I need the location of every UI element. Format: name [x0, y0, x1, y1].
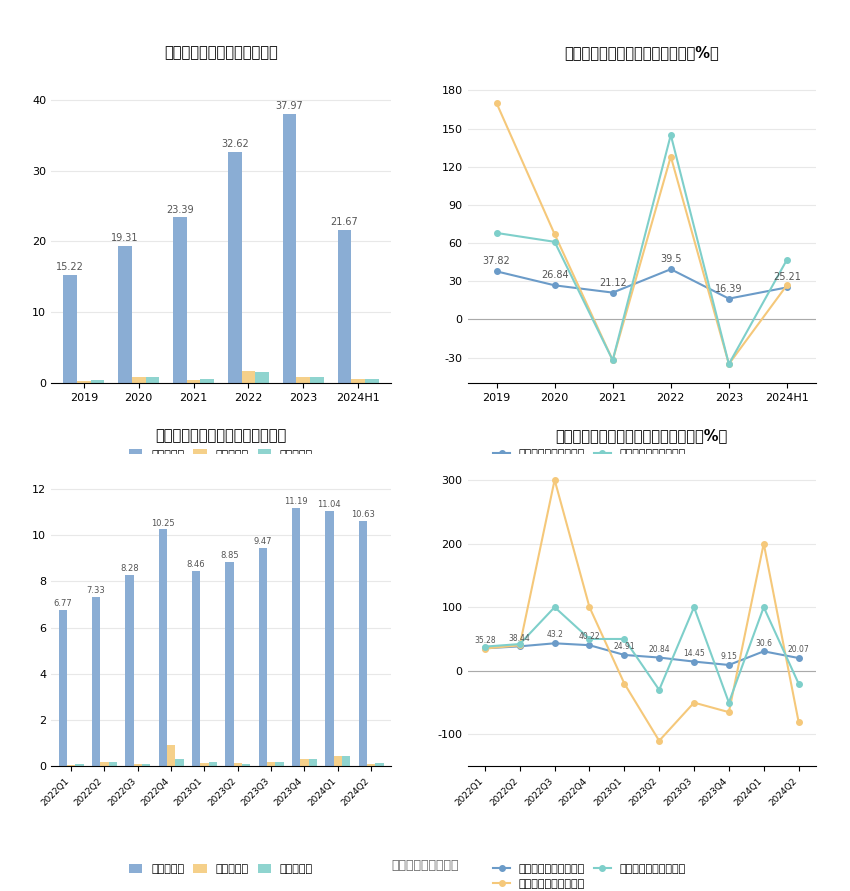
Bar	[365, 379, 378, 383]
Bar	[309, 759, 317, 766]
Bar	[145, 377, 159, 383]
Legend: 营业总收入同比增长率, 归母净利润同比增长率, 扣非净利润同比增长率: 营业总收入同比增长率, 归母净利润同比增长率, 扣非净利润同比增长率	[489, 859, 690, 891]
Bar	[292, 508, 300, 766]
Text: 37.82: 37.82	[483, 257, 510, 266]
Bar	[275, 762, 284, 766]
Bar	[92, 597, 100, 766]
Text: 20.07: 20.07	[788, 645, 809, 654]
Bar	[283, 114, 297, 383]
Bar	[255, 372, 269, 383]
Bar	[187, 380, 201, 383]
Bar	[200, 763, 208, 766]
Bar	[351, 379, 365, 383]
Bar	[234, 763, 242, 766]
Text: 15.22: 15.22	[56, 263, 84, 273]
Bar	[75, 764, 83, 766]
Bar	[91, 380, 105, 383]
Bar	[208, 762, 217, 766]
Text: 25.21: 25.21	[773, 273, 801, 282]
Bar	[297, 377, 310, 383]
Bar	[201, 379, 214, 383]
Bar	[300, 759, 309, 766]
Text: 20.84: 20.84	[649, 645, 670, 654]
Title: 营收、净利同比增长率季度变动情况（%）: 营收、净利同比增长率季度变动情况（%）	[556, 429, 728, 444]
Text: 9.15: 9.15	[721, 652, 737, 661]
Text: 35.28: 35.28	[474, 635, 496, 644]
Bar	[175, 759, 184, 766]
Text: 9.47: 9.47	[253, 536, 272, 545]
Bar	[337, 230, 351, 383]
Text: 8.46: 8.46	[187, 560, 206, 569]
Text: 8.28: 8.28	[120, 564, 139, 573]
Title: 营收、净利季度变动情况（亿元）: 营收、净利季度变动情况（亿元）	[156, 429, 286, 444]
Bar	[132, 377, 145, 383]
Text: 40.22: 40.22	[579, 633, 600, 642]
Text: 43.2: 43.2	[547, 631, 563, 640]
Text: 数据来源：恒生聚源: 数据来源：恒生聚源	[391, 859, 459, 871]
Bar	[228, 152, 241, 383]
Bar	[167, 746, 175, 766]
Bar	[133, 764, 142, 766]
Legend: 营业总收入同比增长率, 归母净利润同比增长率, 扣非净利润同比增长率: 营业总收入同比增长率, 归母净利润同比增长率, 扣非净利润同比增长率	[489, 445, 690, 479]
Text: 11.19: 11.19	[284, 497, 308, 506]
Text: 21.12: 21.12	[599, 277, 626, 288]
Bar	[367, 764, 375, 766]
Bar	[267, 762, 275, 766]
Bar	[158, 529, 167, 766]
Text: 32.62: 32.62	[221, 139, 248, 149]
Bar	[67, 765, 75, 766]
Bar	[173, 217, 187, 383]
Bar	[77, 381, 91, 383]
Title: 历年营收、净利同比增长率情况（%）: 历年营收、净利同比增长率情况（%）	[564, 45, 719, 61]
Text: 26.84: 26.84	[541, 270, 569, 281]
Bar	[241, 371, 255, 383]
Bar	[310, 377, 324, 383]
Text: 21.67: 21.67	[331, 217, 358, 226]
Bar	[192, 571, 200, 766]
Bar	[142, 764, 150, 766]
Bar	[100, 762, 109, 766]
Legend: 营业总收入, 归母净利润, 扣非净利润: 营业总收入, 归母净利润, 扣非净利润	[125, 445, 317, 464]
Bar	[125, 575, 133, 766]
Bar	[375, 763, 383, 766]
Bar	[342, 756, 350, 766]
Text: 14.45: 14.45	[683, 649, 705, 658]
Text: 19.31: 19.31	[111, 233, 139, 243]
Text: 7.33: 7.33	[87, 586, 105, 595]
Text: 23.39: 23.39	[166, 205, 194, 215]
Bar	[118, 246, 132, 383]
Text: 38.44: 38.44	[509, 634, 530, 642]
Text: 39.5: 39.5	[660, 254, 682, 264]
Text: 24.91: 24.91	[614, 642, 635, 651]
Bar	[359, 520, 367, 766]
Text: 10.25: 10.25	[150, 519, 174, 527]
Text: 16.39: 16.39	[715, 283, 743, 293]
Title: 历年营收、净利情况（亿元）: 历年营收、净利情况（亿元）	[164, 45, 278, 61]
Bar	[326, 511, 333, 766]
Bar	[225, 562, 234, 766]
Text: 30.6: 30.6	[755, 639, 772, 648]
Legend: 营业总收入, 归母净利润, 扣非净利润: 营业总收入, 归母净利润, 扣非净利润	[125, 859, 317, 879]
Bar	[258, 547, 267, 766]
Text: 10.63: 10.63	[351, 510, 375, 519]
Text: 8.85: 8.85	[220, 551, 239, 560]
Bar	[242, 764, 250, 766]
Text: 11.04: 11.04	[318, 501, 341, 510]
Bar	[109, 762, 116, 766]
Text: 37.97: 37.97	[275, 102, 303, 111]
Text: 6.77: 6.77	[54, 599, 72, 608]
Bar	[59, 609, 67, 766]
Bar	[333, 756, 342, 766]
Bar	[64, 275, 77, 383]
